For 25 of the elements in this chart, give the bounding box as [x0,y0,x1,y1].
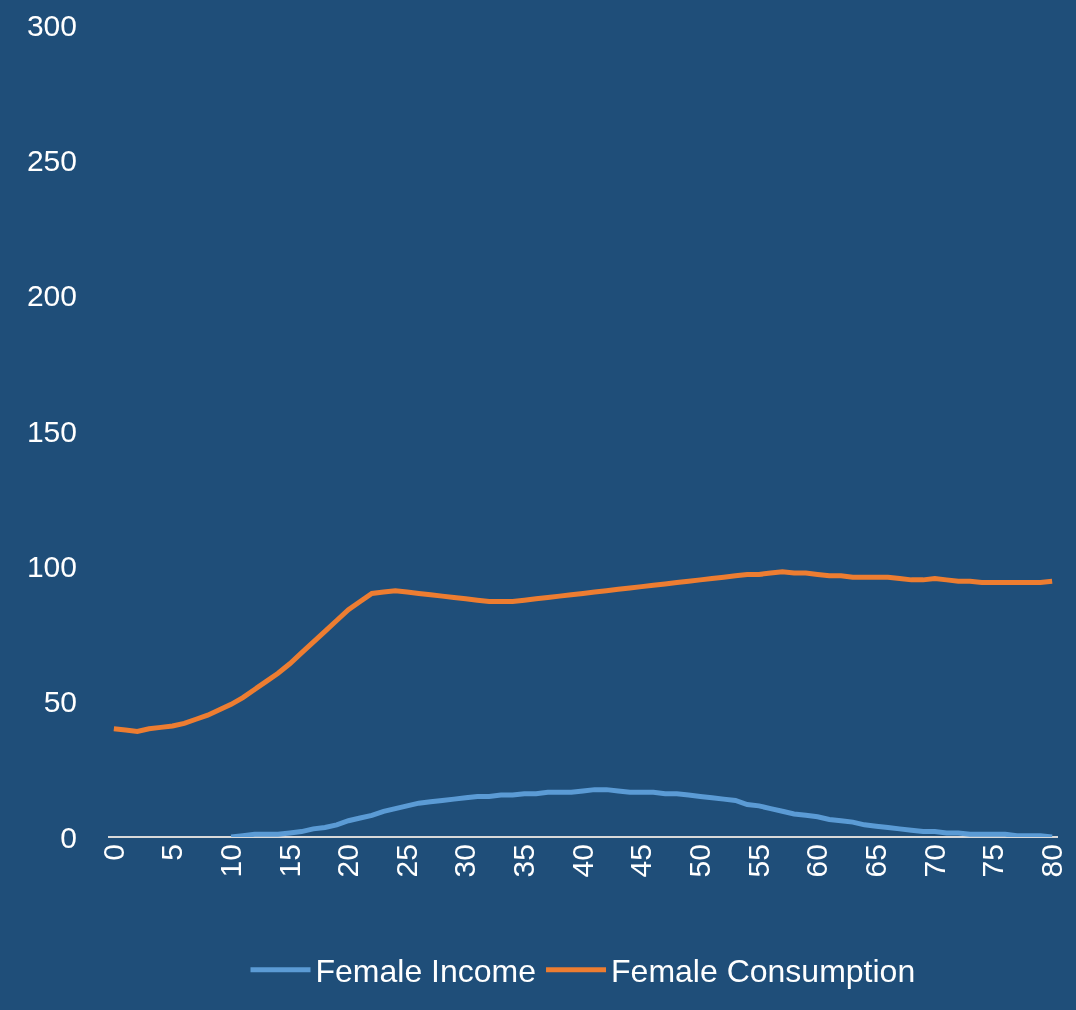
x-tick-label: 20 [331,844,365,878]
x-tick-label: 35 [507,844,541,878]
x-tick-label: 55 [741,844,775,878]
x-tick-label: 40 [565,844,599,878]
x-tick-label: 50 [683,844,717,878]
x-tick-label: 70 [917,844,951,878]
legend-label: Female Income [315,953,537,990]
y-tick-label: 200 [26,279,77,313]
y-tick-label: 50 [43,685,77,719]
x-tick-label: 0 [96,844,130,861]
legend-label: Female Consumption [611,953,916,990]
x-tick-label: 5 [155,844,189,861]
x-tick-label: 45 [624,844,658,878]
x-tick-label: 65 [858,844,892,878]
x-tick-label: 60 [800,844,834,878]
y-tick-label: 250 [26,143,77,177]
x-tick-label: 80 [1034,844,1068,878]
x-tick-label: 30 [448,844,482,878]
y-tick-label: 300 [26,8,77,42]
y-tick-label: 150 [26,414,77,448]
x-tick-label: 25 [389,844,423,878]
x-tick-label: 10 [213,844,247,878]
y-tick-label: 100 [26,549,77,583]
x-tick-label: 15 [272,844,306,878]
x-tick-label: 75 [976,844,1010,878]
